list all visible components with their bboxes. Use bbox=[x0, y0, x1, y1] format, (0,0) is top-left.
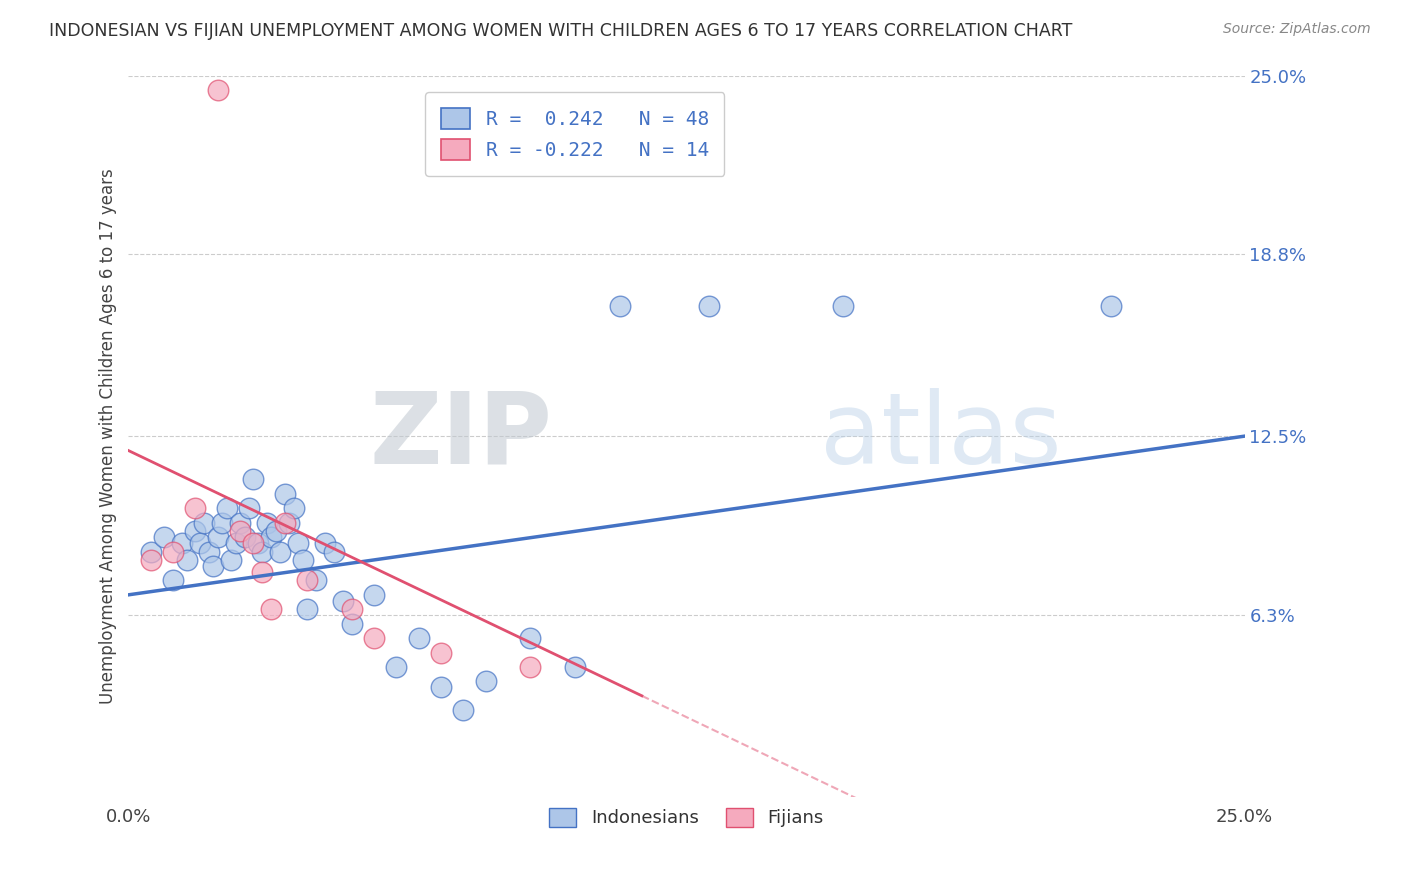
Point bbox=[184, 501, 207, 516]
Point bbox=[207, 530, 229, 544]
Point bbox=[269, 544, 291, 558]
Point bbox=[139, 553, 162, 567]
Point bbox=[1099, 299, 1122, 313]
Point bbox=[430, 646, 453, 660]
Point bbox=[287, 536, 309, 550]
Point bbox=[274, 487, 297, 501]
Point bbox=[332, 593, 354, 607]
Point bbox=[519, 631, 541, 645]
Point bbox=[229, 524, 252, 539]
Point bbox=[453, 703, 475, 717]
Legend: Indonesians, Fijians: Indonesians, Fijians bbox=[543, 801, 831, 835]
Point bbox=[242, 472, 264, 486]
Point bbox=[564, 660, 586, 674]
Point bbox=[697, 299, 720, 313]
Text: INDONESIAN VS FIJIAN UNEMPLOYMENT AMONG WOMEN WITH CHILDREN AGES 6 TO 17 YEARS C: INDONESIAN VS FIJIAN UNEMPLOYMENT AMONG … bbox=[49, 22, 1073, 40]
Point bbox=[291, 553, 314, 567]
Point bbox=[193, 516, 215, 530]
Point bbox=[283, 501, 305, 516]
Point bbox=[170, 536, 193, 550]
Point bbox=[162, 544, 184, 558]
Point bbox=[519, 660, 541, 674]
Text: Source: ZipAtlas.com: Source: ZipAtlas.com bbox=[1223, 22, 1371, 37]
Point bbox=[139, 544, 162, 558]
Point bbox=[408, 631, 430, 645]
Point bbox=[238, 501, 260, 516]
Point bbox=[322, 544, 344, 558]
Point bbox=[225, 536, 247, 550]
Point bbox=[252, 544, 274, 558]
Point bbox=[252, 565, 274, 579]
Point bbox=[295, 574, 318, 588]
Point bbox=[474, 674, 496, 689]
Point bbox=[202, 559, 225, 574]
Point bbox=[242, 536, 264, 550]
Point bbox=[153, 530, 176, 544]
Text: atlas: atlas bbox=[821, 388, 1062, 484]
Point bbox=[188, 536, 211, 550]
Point bbox=[385, 660, 408, 674]
Point bbox=[184, 524, 207, 539]
Point bbox=[278, 516, 301, 530]
Point bbox=[430, 680, 453, 694]
Point bbox=[314, 536, 336, 550]
Point bbox=[363, 588, 385, 602]
Point bbox=[207, 83, 229, 97]
Point bbox=[295, 602, 318, 616]
Point bbox=[609, 299, 631, 313]
Point bbox=[340, 602, 363, 616]
Point bbox=[831, 299, 853, 313]
Point bbox=[260, 602, 283, 616]
Point bbox=[233, 530, 256, 544]
Point bbox=[305, 574, 328, 588]
Point bbox=[198, 544, 221, 558]
Point bbox=[162, 574, 184, 588]
Point bbox=[211, 516, 233, 530]
Point bbox=[256, 516, 278, 530]
Point bbox=[264, 524, 287, 539]
Point bbox=[260, 530, 283, 544]
Y-axis label: Unemployment Among Women with Children Ages 6 to 17 years: Unemployment Among Women with Children A… bbox=[100, 169, 117, 704]
Text: ZIP: ZIP bbox=[370, 388, 553, 484]
Point bbox=[215, 501, 238, 516]
Point bbox=[340, 616, 363, 631]
Point bbox=[229, 516, 252, 530]
Point bbox=[176, 553, 198, 567]
Point bbox=[274, 516, 297, 530]
Point bbox=[363, 631, 385, 645]
Point bbox=[246, 536, 269, 550]
Point bbox=[219, 553, 242, 567]
